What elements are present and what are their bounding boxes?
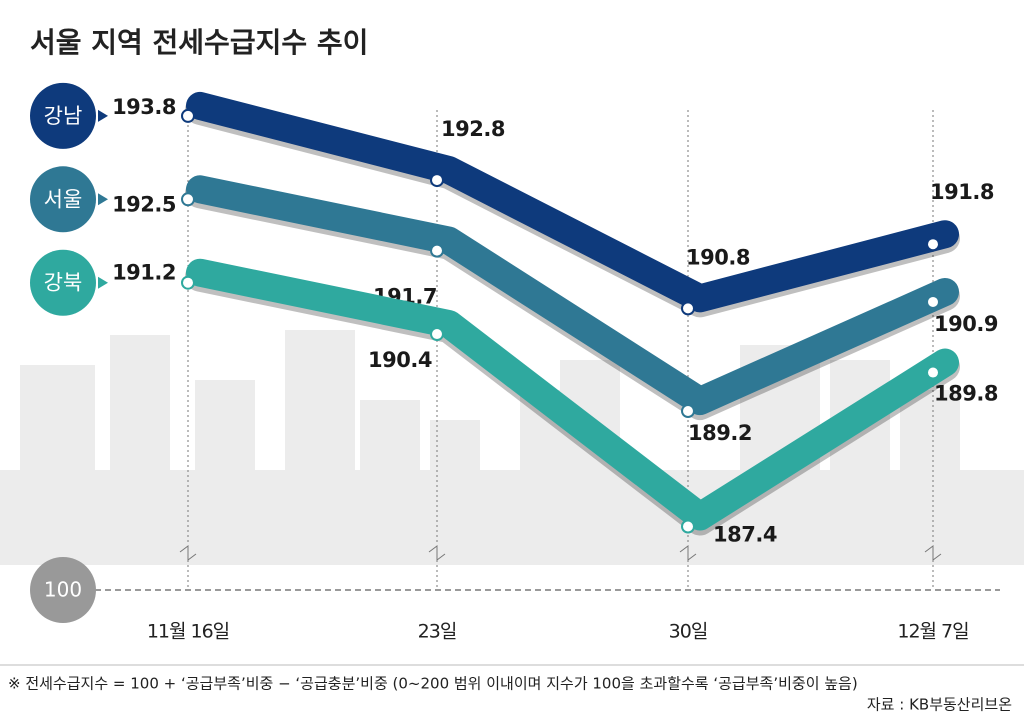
point xyxy=(181,192,195,207)
series-line xyxy=(186,258,959,531)
skyline xyxy=(0,330,1024,565)
legend-badge xyxy=(30,166,96,233)
value-label: 190.8 xyxy=(686,245,750,269)
point xyxy=(681,301,695,316)
axis-break xyxy=(428,545,446,561)
legend-label: 강남 xyxy=(44,104,83,128)
legend-arrow xyxy=(98,276,108,289)
value-label: 191.8 xyxy=(930,180,994,204)
axis-break xyxy=(924,545,942,561)
point xyxy=(926,365,940,380)
value-label: 187.4 xyxy=(713,523,777,547)
value-label: 192.8 xyxy=(441,117,505,141)
legend-label: 서울 xyxy=(44,187,83,211)
value-label: 190.4 xyxy=(368,348,432,372)
point xyxy=(181,108,195,123)
point xyxy=(926,237,940,252)
footnote: ※ 전세수급지수 = 100 + ‘공급부족’비중 − ‘공급충분’비중 (0~… xyxy=(8,675,858,693)
legend-arrow xyxy=(98,193,108,206)
chart-title: 서울 지역 전세수급지수 추이 xyxy=(30,26,368,59)
series-line xyxy=(186,91,959,313)
axis-break xyxy=(179,545,197,561)
series-line xyxy=(186,175,959,416)
value-label: 189.2 xyxy=(688,421,752,445)
point xyxy=(926,294,940,309)
baseline-badge xyxy=(30,557,96,623)
point xyxy=(430,327,444,342)
value-label: 193.8 xyxy=(112,95,176,119)
axis-break xyxy=(679,545,697,561)
point xyxy=(181,275,195,290)
point xyxy=(681,404,695,419)
x-tick-label: 11월 16일 xyxy=(147,621,229,643)
value-label: 190.9 xyxy=(934,312,998,336)
baseline-label: 100 xyxy=(44,578,82,602)
point xyxy=(681,519,695,534)
value-label: 191.2 xyxy=(112,261,176,285)
x-tick-label: 12월 7일 xyxy=(897,621,968,643)
legend-arrow xyxy=(98,109,108,122)
legend-badge xyxy=(30,249,96,316)
value-label: 192.5 xyxy=(112,192,176,216)
point xyxy=(430,243,444,258)
point xyxy=(430,173,444,188)
x-tick-label: 30일 xyxy=(669,621,708,643)
legend-label: 강북 xyxy=(44,271,83,295)
legend-badge xyxy=(30,82,96,149)
value-label: 189.8 xyxy=(934,382,998,406)
x-tick-label: 23일 xyxy=(418,621,457,643)
source: 자료 : KB부동산리브온 xyxy=(867,696,1012,714)
